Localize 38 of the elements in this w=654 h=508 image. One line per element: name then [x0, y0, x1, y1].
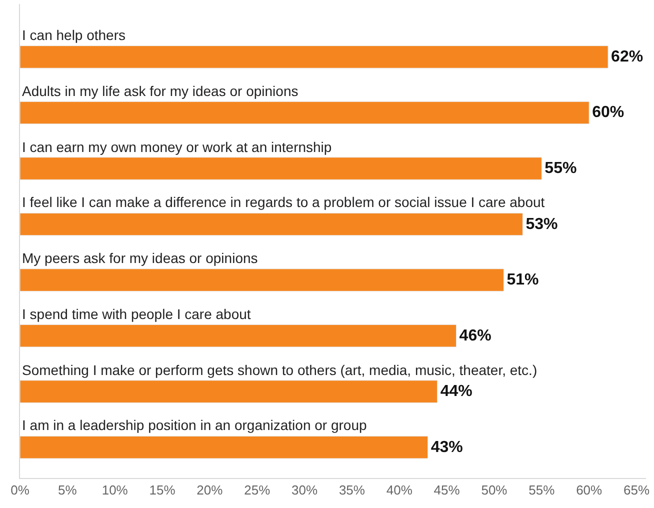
y-tick-label: Adults in my life ask for my ideas or opinions — [22, 83, 298, 99]
bar — [20, 101, 590, 124]
y-tick-label: I feel like I can make a difference in regards to a problem or social issue I care about — [22, 194, 545, 210]
x-tick-label: 10% — [102, 482, 128, 498]
bar — [20, 324, 457, 348]
bar — [20, 268, 504, 292]
x-tick-label: 50% — [481, 482, 508, 498]
data-label: 62% — [611, 48, 644, 66]
bar — [20, 212, 523, 236]
x-tick-label: 35% — [338, 482, 366, 498]
bar — [20, 46, 608, 68]
x-tick-label: 55% — [528, 482, 556, 498]
x-tick-label: 45% — [434, 482, 460, 498]
y-tick-label: I spend time with people I care about — [22, 306, 251, 322]
y-tick-label: I can earn my own money or work at an internship — [22, 139, 332, 155]
y-tick-label: I can help others — [22, 27, 126, 43]
x-tick-label: 60% — [576, 482, 603, 498]
x-tick-label: 0% — [10, 482, 30, 498]
data-label: 51% — [506, 272, 539, 289]
y-tick-label: Something I make or perform gets shown to others (art, media, music, theater, etc.) — [22, 362, 538, 378]
data-label: 55% — [544, 160, 577, 178]
data-label: 53% — [526, 216, 558, 233]
y-tick-label: My peers ask for my ideas or opinions — [22, 250, 258, 266]
y-tick-label: I am in a leadership position in an organization or group — [22, 417, 367, 433]
x-tick-label: 20% — [196, 482, 224, 498]
x-tick-label: 30% — [292, 482, 318, 498]
bar — [20, 436, 428, 459]
data-label: 44% — [440, 383, 472, 400]
bar — [20, 157, 542, 180]
data-label: 60% — [592, 104, 624, 122]
bar — [20, 380, 438, 403]
data-label: 43% — [430, 438, 463, 456]
x-tick-label: 25% — [244, 482, 271, 498]
x-tick-label: 5% — [58, 482, 78, 498]
x-tick-label: 15% — [149, 482, 176, 498]
x-tick-label: 40% — [386, 482, 413, 498]
x-tick-label: 65% — [624, 482, 650, 498]
data-label: 46% — [459, 327, 492, 344]
